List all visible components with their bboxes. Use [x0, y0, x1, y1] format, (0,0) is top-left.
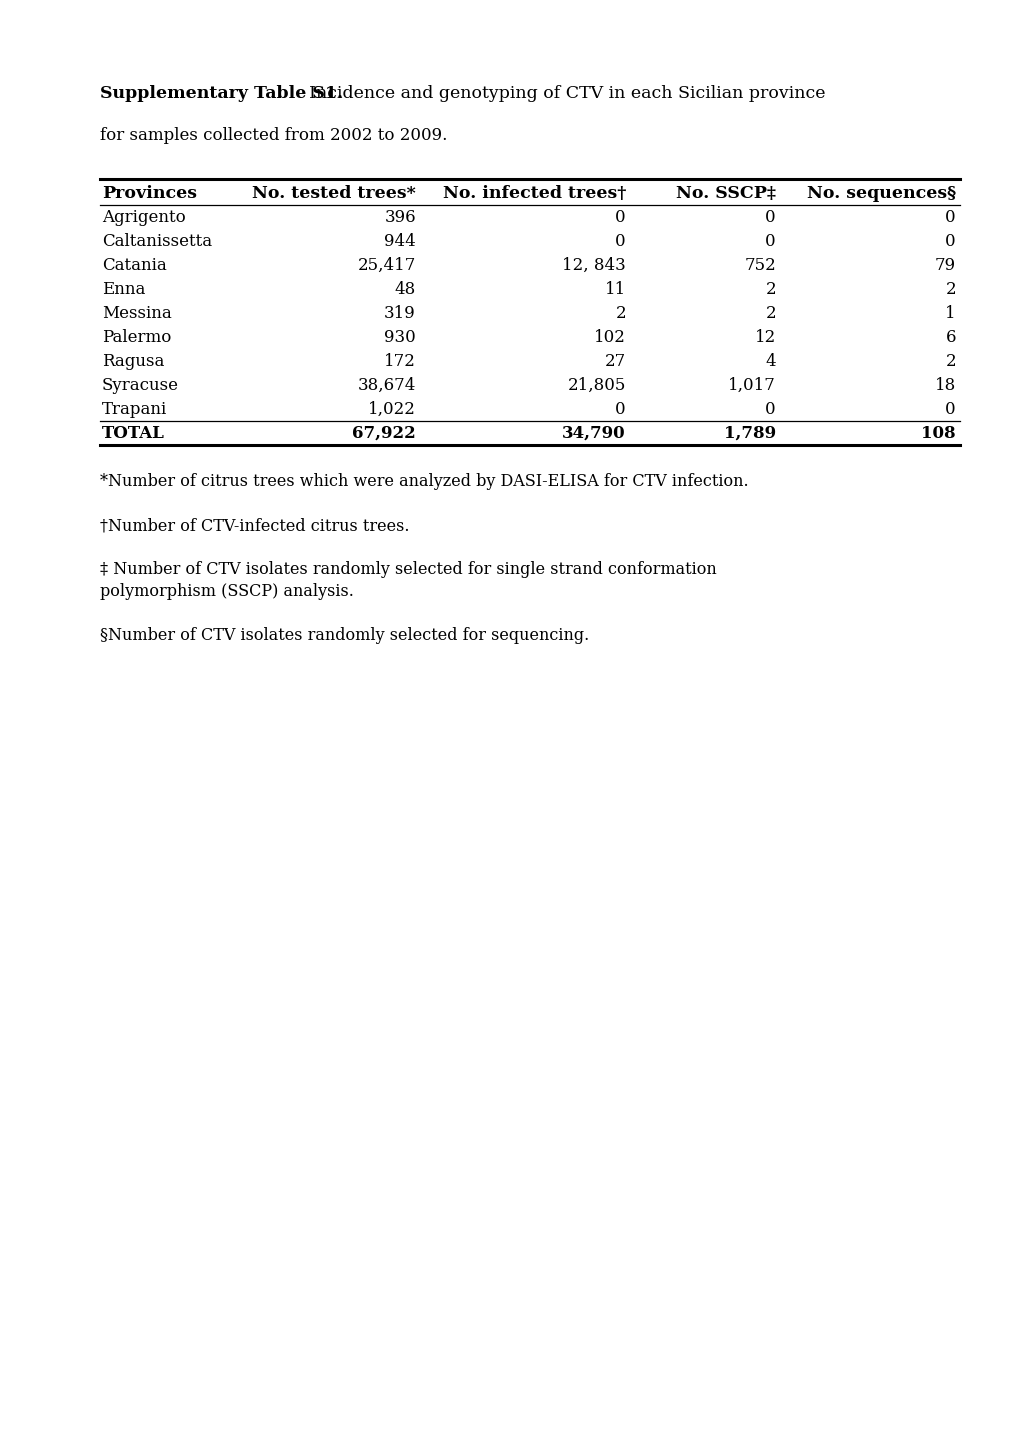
Text: No. tested trees*: No. tested trees*	[252, 185, 416, 202]
Text: §Number of CTV isolates randomly selected for sequencing.: §Number of CTV isolates randomly selecte…	[100, 628, 589, 644]
Text: Syracuse: Syracuse	[102, 377, 178, 394]
Text: 38,674: 38,674	[358, 377, 416, 394]
Text: 0: 0	[945, 401, 955, 417]
Text: Messina: Messina	[102, 304, 171, 322]
Text: No. sequences§: No. sequences§	[806, 185, 955, 202]
Text: 34,790: 34,790	[561, 424, 626, 442]
Text: TOTAL: TOTAL	[102, 424, 165, 442]
Text: Ragusa: Ragusa	[102, 352, 164, 369]
Text: 752: 752	[744, 257, 775, 274]
Text: Trapani: Trapani	[102, 401, 167, 417]
Text: for samples collected from 2002 to 2009.: for samples collected from 2002 to 2009.	[100, 127, 447, 144]
Text: 6: 6	[945, 329, 955, 345]
Text: 11: 11	[604, 280, 626, 297]
Text: 396: 396	[384, 208, 416, 225]
Text: Provinces: Provinces	[102, 185, 197, 202]
Text: 12: 12	[754, 329, 775, 345]
Text: 25,417: 25,417	[358, 257, 416, 274]
Text: 0: 0	[945, 208, 955, 225]
Text: 2: 2	[764, 304, 775, 322]
Text: 1,789: 1,789	[723, 424, 775, 442]
Text: 319: 319	[384, 304, 416, 322]
Text: 1: 1	[945, 304, 955, 322]
Text: 27: 27	[604, 352, 626, 369]
Text: Palermo: Palermo	[102, 329, 171, 345]
Text: Caltanissetta: Caltanissetta	[102, 232, 212, 250]
Text: Incidence and genotyping of CTV in each Sicilian province: Incidence and genotyping of CTV in each …	[298, 85, 824, 102]
Text: 4: 4	[764, 352, 775, 369]
Text: No. infected trees†: No. infected trees†	[442, 185, 626, 202]
Text: polymorphism (SSCP) analysis.: polymorphism (SSCP) analysis.	[100, 583, 354, 600]
Text: 48: 48	[394, 280, 416, 297]
Text: 21,805: 21,805	[567, 377, 626, 394]
Text: 1,017: 1,017	[728, 377, 775, 394]
Text: Enna: Enna	[102, 280, 146, 297]
Text: 2: 2	[764, 280, 775, 297]
Text: ‡ Number of CTV isolates randomly selected for single strand conformation: ‡ Number of CTV isolates randomly select…	[100, 561, 716, 579]
Text: 108: 108	[920, 424, 955, 442]
Text: 79: 79	[934, 257, 955, 274]
Text: 102: 102	[593, 329, 626, 345]
Text: 2: 2	[614, 304, 626, 322]
Text: 944: 944	[384, 232, 416, 250]
Text: 12, 843: 12, 843	[561, 257, 626, 274]
Text: Catania: Catania	[102, 257, 166, 274]
Text: 2: 2	[945, 352, 955, 369]
Text: 0: 0	[614, 208, 626, 225]
Text: 0: 0	[614, 232, 626, 250]
Text: *Number of citrus trees which were analyzed by DASI-ELISA for CTV infection.: *Number of citrus trees which were analy…	[100, 473, 748, 491]
Text: †Number of CTV-infected citrus trees.: †Number of CTV-infected citrus trees.	[100, 517, 409, 534]
Text: 2: 2	[945, 280, 955, 297]
Text: 0: 0	[945, 232, 955, 250]
Text: Agrigento: Agrigento	[102, 208, 185, 225]
Text: 1,022: 1,022	[368, 401, 416, 417]
Text: 930: 930	[384, 329, 416, 345]
Text: 172: 172	[384, 352, 416, 369]
Text: 0: 0	[764, 401, 775, 417]
Text: 0: 0	[764, 208, 775, 225]
Text: 67,922: 67,922	[352, 424, 416, 442]
Text: Supplementary Table S1.: Supplementary Table S1.	[100, 85, 342, 102]
Text: 0: 0	[764, 232, 775, 250]
Text: 0: 0	[614, 401, 626, 417]
Text: 18: 18	[933, 377, 955, 394]
Text: No. SSCP‡: No. SSCP‡	[676, 185, 775, 202]
